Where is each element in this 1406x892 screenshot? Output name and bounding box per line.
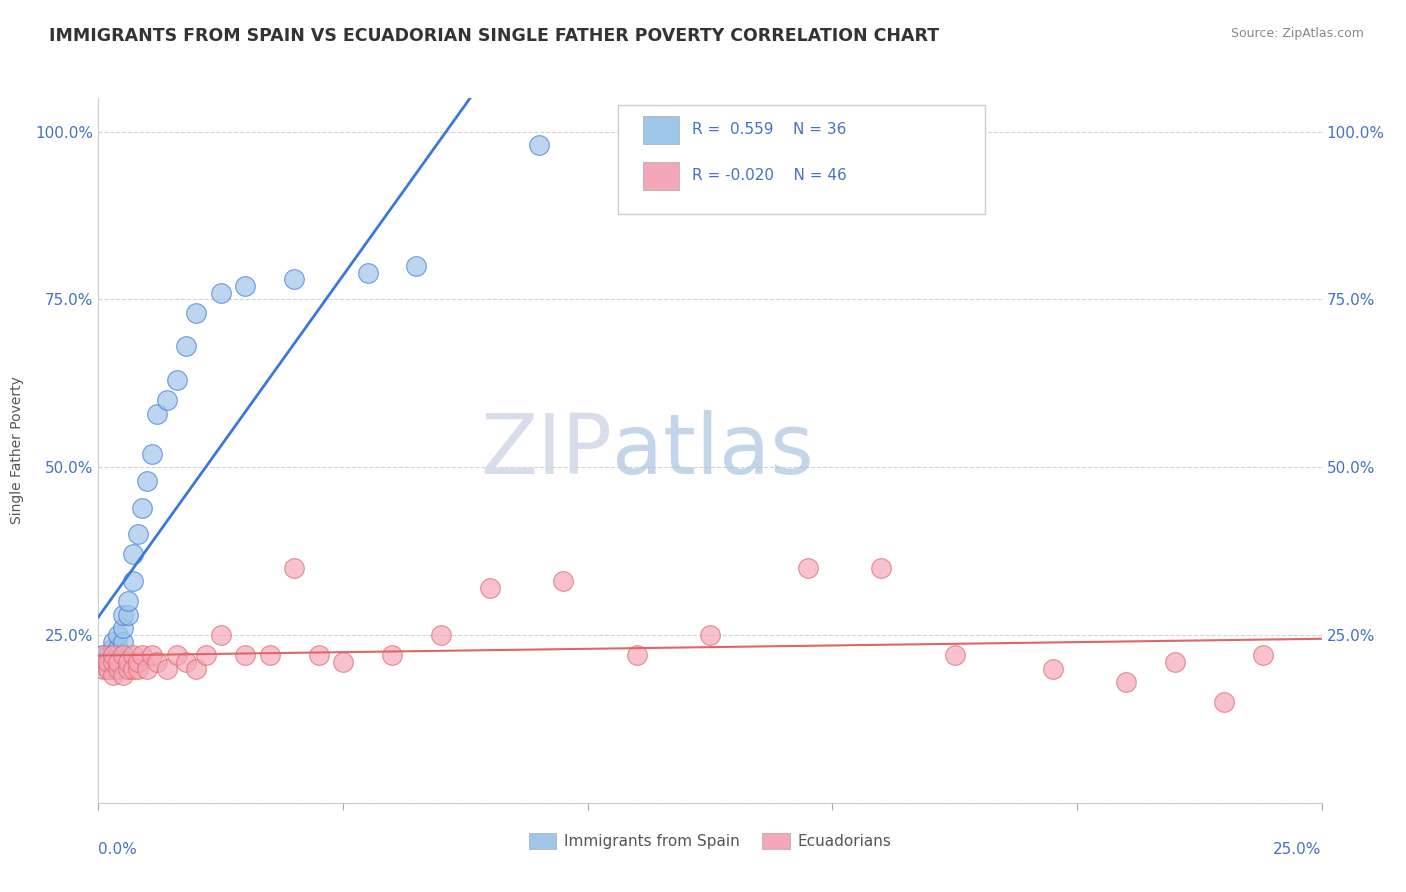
Point: [430, 628, 453, 642]
Point: [176, 655, 198, 669]
Point: [91, 655, 114, 669]
Point: [381, 648, 404, 662]
FancyBboxPatch shape: [643, 116, 679, 144]
Point: [1212, 695, 1234, 709]
FancyBboxPatch shape: [643, 161, 679, 190]
Point: [127, 527, 149, 541]
Point: [233, 279, 256, 293]
Text: Source: ZipAtlas.com: Source: ZipAtlas.com: [1230, 27, 1364, 40]
Point: [107, 641, 129, 656]
Point: [156, 662, 179, 676]
Point: [186, 662, 208, 676]
FancyBboxPatch shape: [619, 105, 986, 214]
Point: [121, 662, 143, 676]
Point: [176, 339, 198, 353]
Point: [870, 561, 893, 575]
Point: [111, 648, 134, 662]
Point: [626, 648, 648, 662]
Point: [308, 648, 330, 662]
Point: [91, 648, 114, 662]
Point: [166, 373, 188, 387]
Point: [91, 655, 114, 669]
Point: [141, 447, 163, 461]
Point: [283, 272, 305, 286]
Point: [136, 662, 159, 676]
Point: [141, 648, 163, 662]
Point: [111, 621, 134, 635]
Point: [166, 648, 188, 662]
Point: [101, 634, 124, 648]
Point: [97, 655, 120, 669]
Point: [101, 655, 124, 669]
Point: [797, 561, 820, 575]
Point: [356, 266, 378, 280]
Point: [127, 662, 149, 676]
Point: [101, 655, 124, 669]
Point: [111, 668, 134, 682]
Text: 0.0%: 0.0%: [98, 841, 138, 856]
Point: [107, 648, 129, 662]
Point: [699, 628, 721, 642]
Point: [117, 655, 139, 669]
Point: [553, 574, 575, 589]
Point: [97, 662, 120, 676]
Point: [1251, 648, 1274, 662]
Point: [117, 607, 139, 622]
Point: [146, 655, 169, 669]
Point: [233, 648, 256, 662]
Point: [1115, 675, 1137, 690]
Point: [478, 581, 501, 595]
Text: R = -0.020    N = 46: R = -0.020 N = 46: [692, 168, 846, 183]
Legend: Immigrants from Spain, Ecuadorians: Immigrants from Spain, Ecuadorians: [523, 827, 897, 855]
Point: [97, 662, 120, 676]
Point: [121, 574, 143, 589]
Point: [209, 628, 232, 642]
Point: [209, 285, 232, 300]
Point: [107, 655, 129, 669]
Point: [405, 259, 427, 273]
Point: [943, 648, 966, 662]
Point: [186, 306, 208, 320]
Point: [101, 641, 124, 656]
Point: [127, 655, 149, 669]
Point: [195, 648, 218, 662]
Point: [107, 628, 129, 642]
Text: ZIP: ZIP: [481, 410, 612, 491]
Point: [117, 662, 139, 676]
Point: [136, 474, 159, 488]
Point: [121, 648, 143, 662]
Point: [111, 607, 134, 622]
Text: IMMIGRANTS FROM SPAIN VS ECUADORIAN SINGLE FATHER POVERTY CORRELATION CHART: IMMIGRANTS FROM SPAIN VS ECUADORIAN SING…: [49, 27, 939, 45]
Text: R =  0.559    N = 36: R = 0.559 N = 36: [692, 122, 846, 137]
Point: [117, 594, 139, 608]
Point: [259, 648, 281, 662]
Point: [283, 561, 305, 575]
Point: [107, 662, 129, 676]
Point: [91, 662, 114, 676]
Point: [332, 655, 354, 669]
Y-axis label: Single Father Poverty: Single Father Poverty: [10, 376, 24, 524]
Point: [131, 500, 153, 515]
Point: [1042, 662, 1064, 676]
Point: [101, 668, 124, 682]
Point: [101, 648, 124, 662]
Point: [131, 648, 153, 662]
Point: [156, 393, 179, 408]
Text: 25.0%: 25.0%: [1274, 841, 1322, 856]
Point: [97, 648, 120, 662]
Point: [121, 548, 143, 562]
Point: [527, 138, 550, 153]
Text: atlas: atlas: [612, 410, 814, 491]
Point: [101, 662, 124, 676]
Point: [97, 662, 120, 676]
Point: [1164, 655, 1187, 669]
Point: [91, 648, 114, 662]
Point: [111, 634, 134, 648]
Point: [146, 407, 169, 421]
Point: [97, 655, 120, 669]
